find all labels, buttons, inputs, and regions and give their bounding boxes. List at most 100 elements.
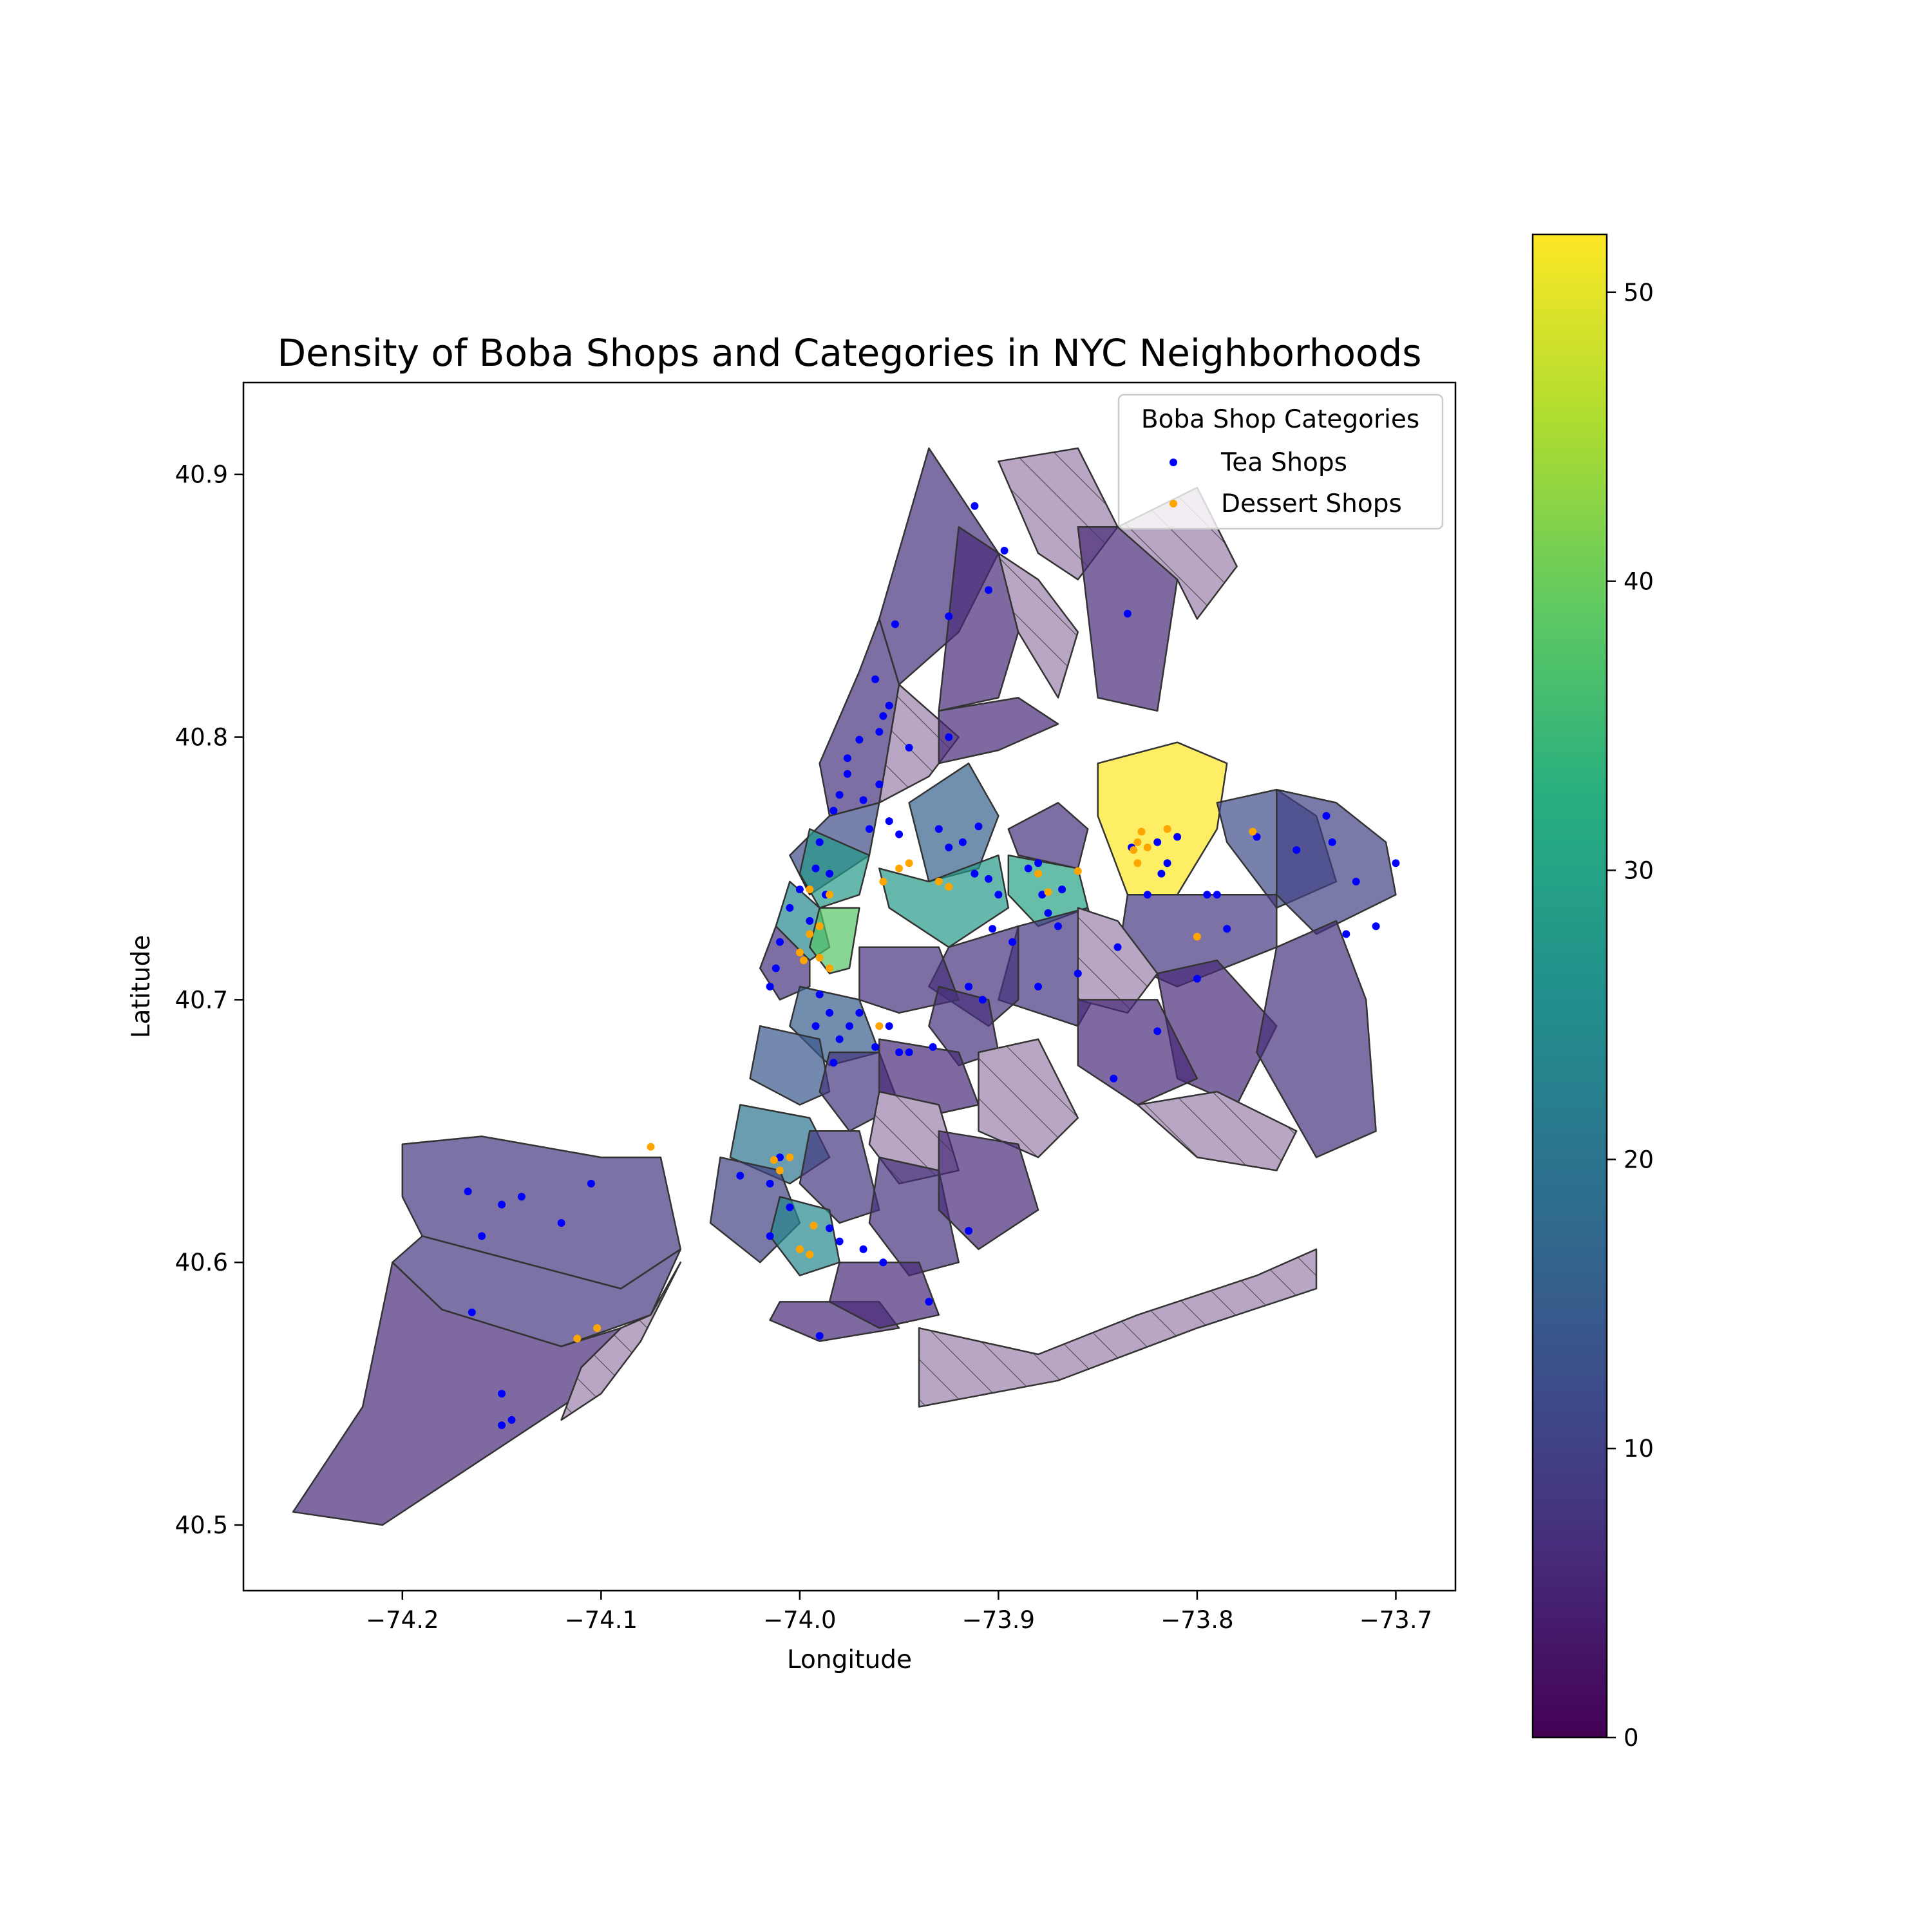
legend-tea-marker <box>1170 459 1177 466</box>
region-bronx-south <box>938 697 1059 764</box>
tea-shop-point <box>958 838 967 846</box>
tea-shop-point <box>1024 864 1032 873</box>
dessert-shop-point <box>1133 859 1142 867</box>
tea-shop-point <box>855 1009 864 1017</box>
tea-shop-point <box>879 1258 887 1267</box>
region-borough-park <box>799 1130 880 1224</box>
tea-shop-point <box>1322 811 1331 820</box>
tea-shop-point <box>811 1022 820 1030</box>
dessert-shop-point <box>875 1022 884 1030</box>
y-axis-label: Latitude <box>127 935 156 1039</box>
legend: Boba Shop Categories Tea Shops Dessert S… <box>1117 393 1444 530</box>
tea-shop-point <box>905 743 913 752</box>
legend-tea-label: Tea Shops <box>1220 448 1347 477</box>
tea-shop-point <box>766 983 774 990</box>
region-lower-manhattan <box>759 925 811 1001</box>
region-staten-island-south <box>292 1261 622 1526</box>
region-williamsburg <box>858 946 960 1014</box>
tea-shop-point <box>945 733 953 741</box>
tea-shop-point <box>974 822 983 831</box>
tea-shop-points <box>464 502 1400 1430</box>
region-jfk-airport <box>1137 1090 1298 1171</box>
tea-shop-point <box>985 875 992 883</box>
tea-shop-point <box>835 1035 844 1043</box>
tea-shop-point <box>875 781 884 788</box>
region-bronx-west <box>938 526 1019 712</box>
dessert-shop-point <box>815 922 824 931</box>
y-tick-label: 40.9 <box>175 461 228 489</box>
tea-shop-point <box>786 1203 794 1211</box>
tea-shop-point <box>1153 838 1162 846</box>
dessert-shop-point <box>776 1166 784 1175</box>
dessert-shop-point <box>1163 825 1171 833</box>
tea-shop-point <box>1038 891 1046 899</box>
tea-shop-point <box>895 1048 904 1056</box>
dessert-shop-point <box>806 930 814 938</box>
tea-shop-point <box>498 1200 506 1209</box>
dessert-shop-point <box>815 954 824 962</box>
tea-shop-point <box>517 1193 526 1201</box>
tea-shop-point <box>1009 938 1016 946</box>
region-midtown <box>799 828 871 909</box>
dessert-shop-point <box>879 877 887 886</box>
region-upper-manhattan <box>878 447 999 686</box>
dessert-shop-point <box>1133 838 1142 846</box>
dessert-shop-point <box>826 891 834 899</box>
tea-shop-point <box>835 791 844 799</box>
tea-shop-point <box>971 869 979 878</box>
dessert-shop-point <box>895 864 904 873</box>
region-bronx-central <box>998 552 1079 699</box>
dessert-shop-point <box>810 1222 818 1230</box>
dessert-shop-point <box>934 877 943 886</box>
tea-shop-point <box>835 1237 844 1245</box>
colorbar-tick-label: 20 <box>1624 1146 1654 1173</box>
tea-shop-point <box>905 1048 913 1056</box>
tea-shop-point <box>985 586 992 594</box>
tea-shop-point <box>1392 859 1400 867</box>
dessert-shop-point <box>945 883 953 891</box>
region-sheepshead-bay <box>828 1261 940 1329</box>
dessert-shop-point <box>1034 869 1043 878</box>
dessert-shop-point <box>826 964 834 972</box>
colorbar-tick-label: 0 <box>1624 1724 1639 1752</box>
x-tick-label: −73.8 <box>1160 1606 1233 1634</box>
dessert-shop-point <box>1143 843 1151 851</box>
dessert-shop-point <box>1074 867 1082 875</box>
tea-shop-point <box>772 964 780 972</box>
tea-shop-point <box>815 990 824 999</box>
tea-shop-point <box>1203 891 1211 899</box>
dessert-shop-point <box>1249 828 1257 836</box>
legend-dessert-label: Dessert Shops <box>1221 489 1402 518</box>
y-tick-label: 40.7 <box>175 986 228 1014</box>
tea-shop-point <box>879 712 887 720</box>
y-tick-label: 40.6 <box>175 1249 228 1276</box>
tea-shop-point <box>994 891 1003 899</box>
tea-shop-point <box>865 825 873 833</box>
tea-shop-point <box>815 1332 824 1340</box>
dessert-shop-point <box>806 886 814 894</box>
tea-shop-point <box>776 1153 784 1162</box>
colorbar-tick-label: 10 <box>1624 1435 1654 1463</box>
region-bronx-east <box>1077 526 1179 712</box>
dessert-shop-point <box>800 956 808 965</box>
dessert-shop-point <box>1130 846 1138 854</box>
tea-shop-point <box>965 983 973 990</box>
tea-shop-point <box>1193 974 1201 983</box>
tea-shop-point <box>815 838 824 846</box>
tea-shop-point <box>507 1416 516 1424</box>
tea-shop-point <box>826 1224 834 1233</box>
region-east-elmhurst <box>1007 802 1089 869</box>
dessert-shop-points <box>573 825 1257 1343</box>
tea-shop-point <box>895 830 904 838</box>
region-canarsie <box>938 1130 1039 1251</box>
tea-shop-point <box>478 1232 486 1240</box>
tea-shop-point <box>945 612 953 620</box>
tea-shop-point <box>464 1188 472 1196</box>
x-axis-ticks: −74.2 −74.1 −74.0 −73.9 −73.8 −73.7 <box>366 1591 1432 1634</box>
x-tick-label: −73.7 <box>1359 1606 1432 1634</box>
tea-shop-point <box>1034 983 1043 990</box>
y-axis-ticks: 40.5 40.6 40.7 40.8 40.9 <box>175 461 243 1539</box>
tea-shop-point <box>1352 877 1360 886</box>
legend-box <box>1117 393 1444 530</box>
tea-shop-point <box>934 825 943 833</box>
